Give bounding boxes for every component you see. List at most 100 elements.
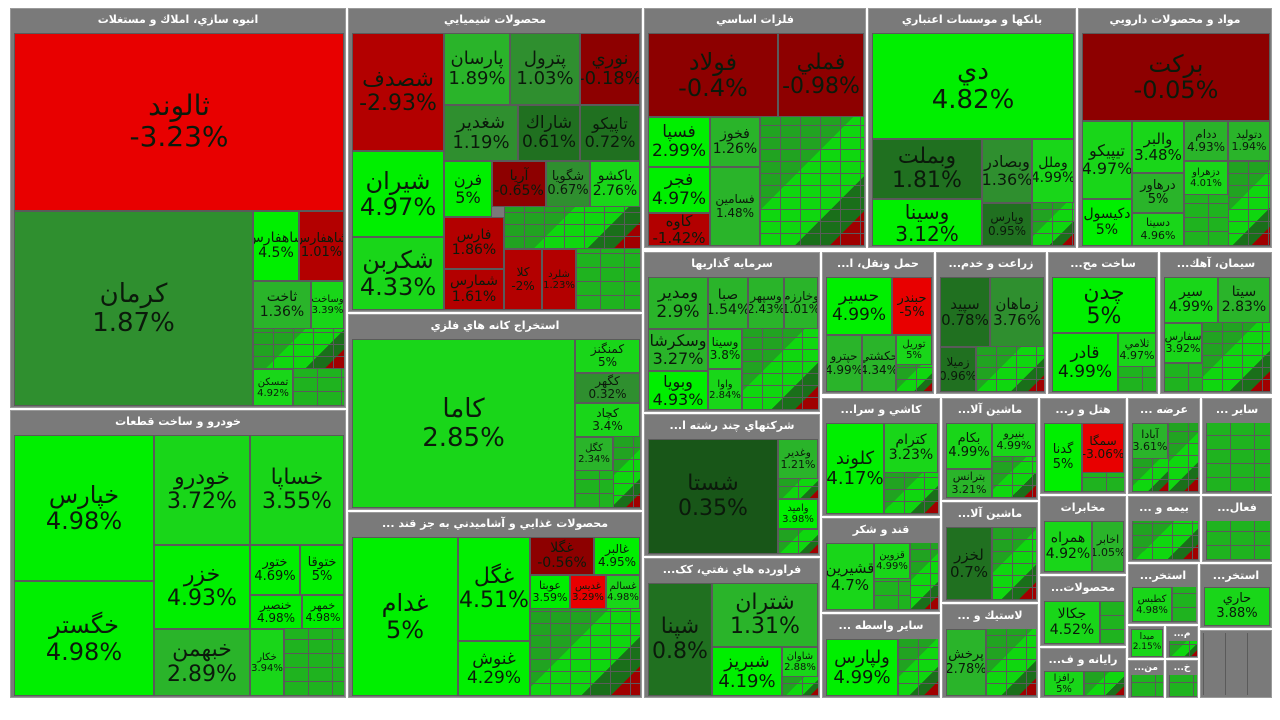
stock-tile[interactable]: كلا -2%: [504, 249, 542, 310]
sector-m[interactable]: م...: [1166, 626, 1198, 658]
sector-telecom[interactable]: مخابرات همراه 4.92% اخابر 1.05%: [1040, 496, 1126, 574]
small-tiles-grid[interactable]: [1100, 601, 1124, 644]
small-tiles-grid[interactable]: [1082, 473, 1124, 492]
stock-tile[interactable]: خپارس 4.98%: [14, 435, 154, 581]
small-tiles-grid[interactable]: [1184, 195, 1228, 246]
stock-tile[interactable]: حكشتي 4.34%: [862, 335, 896, 392]
stock-tile[interactable]: خكار 3.94%: [250, 629, 284, 696]
stock-tile[interactable]: كرمان 1.87%: [14, 211, 253, 406]
stock-tile[interactable]: غسالم 4.98%: [606, 575, 640, 609]
stock-tile[interactable]: وسپهر 2.43%: [748, 277, 784, 329]
stock-tile[interactable]: تمسكن 4.92%: [253, 369, 293, 406]
stock-tile[interactable]: رافزا 5%: [1044, 671, 1084, 696]
stock-tile[interactable]: وسكرشا 3.27%: [648, 329, 708, 371]
stock-tile[interactable]: بركت -0.05%: [1082, 33, 1270, 121]
sector-food[interactable]: محصولات غذايي و آشاميدني به جز قند ... غ…: [348, 512, 642, 698]
stock-tile[interactable]: كمنگنز 5%: [575, 339, 640, 373]
stock-tile[interactable]: كترام 3.23%: [884, 423, 938, 473]
stock-tile[interactable]: غگلا -0.56%: [530, 537, 594, 575]
small-tiles-grid[interactable]: [1032, 203, 1074, 246]
small-tiles-grid[interactable]: [896, 365, 932, 392]
sector-refinery[interactable]: فراورده هاي نفتي، کک... شپنا 0.8% شتران …: [644, 558, 820, 698]
small-tiles-grid[interactable]: [782, 677, 818, 696]
small-tiles-grid[interactable]: [284, 629, 344, 696]
stock-tile[interactable]: وسينا 3.8%: [708, 329, 742, 369]
stock-tile[interactable]: خبهمن 2.89%: [154, 629, 250, 696]
sector-small-grid[interactable]: [1200, 630, 1272, 698]
stock-tile[interactable]: شتران 1.31%: [712, 583, 818, 647]
sector-insurance[interactable]: بيمه و ...: [1128, 496, 1200, 562]
stock-tile[interactable]: سير 4.99%: [1164, 277, 1218, 323]
stock-tile[interactable]: حپترو 4.99%: [826, 335, 862, 392]
sector-real-estate[interactable]: انبوه سازي، املاك و مستغلات ثالوند -3.23…: [10, 8, 346, 408]
stock-tile[interactable]: كطبس 4.98%: [1132, 587, 1172, 622]
small-tiles-grid[interactable]: [504, 207, 640, 249]
stock-tile[interactable]: غالبر 4.95%: [594, 537, 640, 575]
stock-tile[interactable]: دسينا 4.96%: [1132, 213, 1184, 246]
stock-tile[interactable]: گدنا 5%: [1044, 423, 1082, 492]
sector-tiles[interactable]: کاشي و سرا... كلوند 4.17% كترام 3.23%: [822, 398, 940, 516]
sector-machinery-1[interactable]: ماشين آلا... بكام 4.99% بنيرو 4.99% بترا…: [942, 398, 1038, 500]
small-tiles-grid[interactable]: [575, 471, 613, 508]
sector-computer[interactable]: رايانه و ف... رافزا 5%: [1040, 648, 1126, 698]
stock-tile[interactable]: دزهراو 4.01%: [1184, 161, 1228, 195]
small-tiles-grid[interactable]: [1169, 675, 1197, 697]
stock-tile[interactable]: وغدير 1.21%: [778, 439, 818, 479]
small-tiles-grid[interactable]: [874, 579, 910, 610]
stock-tile[interactable]: خمهر 4.98%: [302, 595, 344, 629]
sector-chemical[interactable]: محصولات شيميايي شصدف -2.93% پارسان 1.89%…: [348, 8, 642, 312]
stock-tile[interactable]: شاهفارس 1.01%: [299, 211, 344, 281]
small-tiles-grid[interactable]: [1118, 367, 1156, 392]
stock-tile[interactable]: سپيد 0.78%: [940, 277, 990, 347]
stock-tile[interactable]: شغدير 1.19%: [444, 105, 518, 161]
stock-tile[interactable]: ددام 4.93%: [1184, 121, 1228, 161]
stock-tile[interactable]: فارس 1.86%: [444, 217, 504, 269]
sector-services[interactable]: ميدا 2.15%: [1128, 626, 1164, 658]
stock-tile[interactable]: وسينا 3.12%: [872, 199, 982, 246]
stock-tile[interactable]: تاپيكو 0.72%: [580, 105, 640, 161]
small-tiles-grid[interactable]: [1203, 633, 1269, 695]
sector-machinery-2[interactable]: ماشين آلا... لخزر 0.7%: [942, 502, 1038, 602]
stock-tile[interactable]: قزوين 4.99%: [874, 543, 910, 579]
stock-tile[interactable]: غدام 5%: [352, 537, 458, 696]
stock-tile[interactable]: وساخت 3.39%: [311, 281, 344, 329]
stock-tile[interactable]: شيران 4.97%: [352, 151, 444, 237]
stock-tile[interactable]: حسير 4.99%: [826, 277, 892, 335]
stock-tile[interactable]: والبر 3.48%: [1132, 121, 1184, 173]
small-tiles-grid[interactable]: [576, 249, 640, 310]
small-tiles-grid[interactable]: [1164, 363, 1202, 392]
stock-tile[interactable]: شكربن 4.33%: [352, 237, 444, 310]
stock-tile[interactable]: بكام 4.99%: [946, 423, 992, 469]
stock-tile[interactable]: زميلا 0.96%: [940, 347, 976, 392]
sector-products[interactable]: محصولات... جكالا 4.52%: [1040, 576, 1126, 646]
stock-tile[interactable]: ثالوند -3.23%: [14, 33, 344, 211]
sector-activities[interactable]: فعال...: [1202, 496, 1272, 562]
sector-auto[interactable]: خودرو و ساخت قطعات خپارس 4.98% خگستر 4.9…: [10, 410, 346, 698]
stock-tile[interactable]: غنوش 4.29%: [458, 641, 530, 696]
stock-tile[interactable]: توريل 5%: [896, 335, 932, 365]
small-tiles-grid[interactable]: [1228, 161, 1270, 246]
small-tiles-grid[interactable]: [530, 609, 640, 696]
stock-tile[interactable]: خنصير 4.98%: [250, 595, 302, 629]
stock-tile[interactable]: عوبتا 3.59%: [530, 575, 570, 609]
small-tiles-grid[interactable]: [992, 527, 1036, 600]
stock-tile[interactable]: خگستر 4.98%: [14, 581, 154, 696]
stock-tile[interactable]: زماهان 3.76%: [990, 277, 1044, 347]
small-tiles-grid[interactable]: [986, 629, 1036, 696]
stock-tile[interactable]: ومدير 2.9%: [648, 277, 708, 329]
stock-tile[interactable]: شگويا 0.67%: [546, 161, 590, 207]
sector-diversified[interactable]: شرکتهاي چند رشته ا... شستا 0.35% وغدير 1…: [644, 414, 820, 556]
stock-tile[interactable]: خزر 4.93%: [154, 545, 250, 629]
small-tiles-grid[interactable]: [1202, 323, 1270, 392]
small-tiles-grid[interactable]: [1132, 459, 1168, 492]
stock-tile[interactable]: فرن 5%: [444, 161, 492, 217]
stock-tile[interactable]: شاهفارس 4.5%: [253, 211, 299, 281]
stock-tile[interactable]: ثاخت 1.36%: [253, 281, 311, 329]
stock-tile[interactable]: پترول 1.03%: [510, 33, 580, 105]
stock-tile[interactable]: دكيسول 5%: [1082, 199, 1132, 246]
stock-tile[interactable]: دتوليد 1.94%: [1228, 121, 1270, 161]
sector-other[interactable]: ساير ...: [1202, 398, 1272, 494]
stock-tile[interactable]: حبندر -5%: [892, 277, 932, 335]
small-tiles-grid[interactable]: [1131, 675, 1163, 697]
small-tiles-grid[interactable]: [778, 479, 818, 499]
